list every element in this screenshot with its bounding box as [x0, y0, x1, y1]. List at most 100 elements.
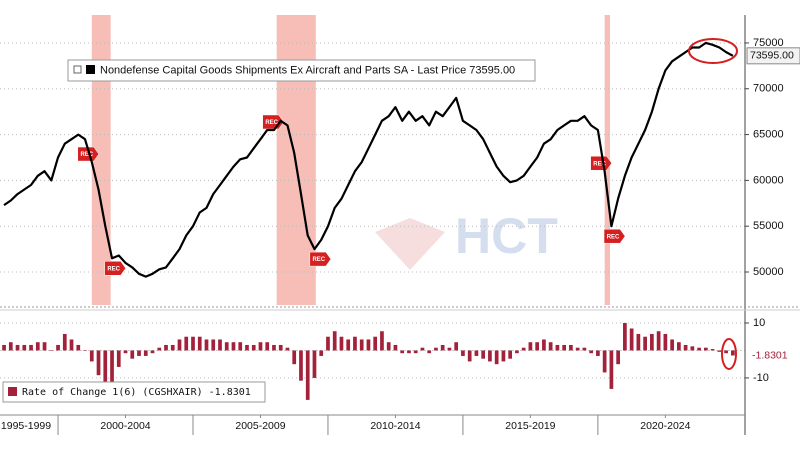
- bar: [15, 344, 20, 351]
- watermark-logo: [375, 218, 445, 270]
- bar: [238, 342, 243, 351]
- bar: [76, 344, 81, 351]
- last-value-label: -1.8301: [752, 349, 788, 361]
- line: [3, 41, 734, 278]
- last-value-tag: [747, 348, 797, 363]
- bar: [49, 350, 54, 351]
- x-tick-label: 1995-1999: [1, 420, 51, 432]
- recession-label: REC: [80, 152, 93, 158]
- bar: [440, 344, 445, 351]
- bar: [521, 347, 526, 351]
- bar: [393, 344, 398, 351]
- bar: [326, 336, 330, 351]
- legend-box: [67, 59, 536, 82]
- y-tick-label: 75000: [753, 37, 784, 49]
- legend-toggle: [73, 65, 82, 74]
- bar: [481, 350, 486, 359]
- legend-label: Nondefense Capital Goods Shipments Ex Ai…: [100, 64, 515, 76]
- bar: [569, 344, 573, 351]
- recession-tag: [104, 261, 126, 276]
- bar: [123, 350, 128, 354]
- bar: [420, 347, 425, 351]
- bar: [116, 350, 121, 367]
- bar: [515, 350, 519, 354]
- bar: [2, 344, 6, 351]
- bar: [508, 350, 513, 359]
- bar: [197, 336, 202, 351]
- recession-label: REC: [265, 120, 278, 126]
- bar: [656, 331, 661, 351]
- legend: Rate of Change 1(6) (CGSHXAIR) -1.8301: [2, 381, 266, 403]
- bar: [474, 350, 479, 356]
- bar: [535, 342, 540, 351]
- bar: [170, 344, 175, 351]
- recession-label: REC: [107, 266, 120, 272]
- bar: [454, 342, 459, 351]
- recession-tag: [309, 251, 332, 267]
- bar: [69, 339, 74, 351]
- bar: [245, 344, 249, 351]
- y-tick-label: 55000: [753, 220, 784, 232]
- legend-box: [2, 381, 266, 403]
- y-tick-label: 60000: [753, 174, 784, 186]
- bar: [305, 350, 310, 400]
- bar: [555, 344, 560, 351]
- bar: [359, 339, 364, 351]
- legend: Nondefense Capital Goods Shipments Ex Ai…: [67, 59, 536, 82]
- bar: [83, 350, 87, 351]
- bar: [35, 342, 40, 351]
- bar: [285, 347, 290, 351]
- bar: [488, 350, 492, 362]
- bar: [56, 344, 60, 351]
- bar: [272, 344, 276, 351]
- bar: [143, 350, 148, 356]
- bar: [730, 350, 735, 356]
- bar: [386, 342, 391, 351]
- recession-label: REC: [312, 257, 325, 263]
- bar: [562, 344, 567, 351]
- x-tick-label: 2020-2024: [640, 420, 690, 432]
- highlight-ellipse: [721, 338, 737, 370]
- y-tick-label: 10: [753, 317, 765, 329]
- bar: [717, 350, 722, 352]
- bar: [650, 333, 654, 351]
- bar: [184, 336, 189, 351]
- last-value-tag: [746, 47, 800, 65]
- bar: [42, 342, 47, 351]
- bar: [461, 350, 465, 356]
- bar: [629, 328, 634, 351]
- bar: [528, 342, 533, 351]
- bar: [110, 350, 114, 387]
- bar: [643, 336, 647, 351]
- recession-tag: [590, 155, 612, 171]
- y-tick-label: -10: [753, 372, 769, 384]
- bar: [332, 331, 337, 351]
- bar: [204, 339, 209, 351]
- bar: [130, 350, 135, 359]
- bar: [96, 350, 101, 376]
- bar: [292, 350, 297, 365]
- bar: [690, 346, 695, 351]
- bar: [339, 336, 344, 351]
- legend-label: Rate of Change 1(6) (CGSHXAIR) -1.8301: [22, 387, 251, 398]
- recession-tag: [603, 228, 626, 244]
- x-tick-label: 2005-2009: [235, 420, 285, 432]
- bar: [704, 347, 708, 351]
- bar: [602, 350, 607, 373]
- y-tick-label: 50000: [753, 266, 784, 278]
- bar: [346, 339, 351, 351]
- bar: [636, 333, 641, 351]
- bar: [62, 333, 67, 351]
- bar: [258, 342, 263, 351]
- bar: [278, 344, 283, 351]
- x-tick-label: 2015-2019: [505, 420, 555, 432]
- x-tick-label: 2000-2004: [100, 420, 150, 432]
- watermark: HCT: [455, 208, 558, 264]
- bar: [582, 347, 587, 351]
- bar: [434, 347, 438, 351]
- bar: [380, 331, 384, 351]
- recession-label: REC: [607, 234, 620, 240]
- bar: [89, 350, 94, 362]
- bar: [623, 322, 627, 351]
